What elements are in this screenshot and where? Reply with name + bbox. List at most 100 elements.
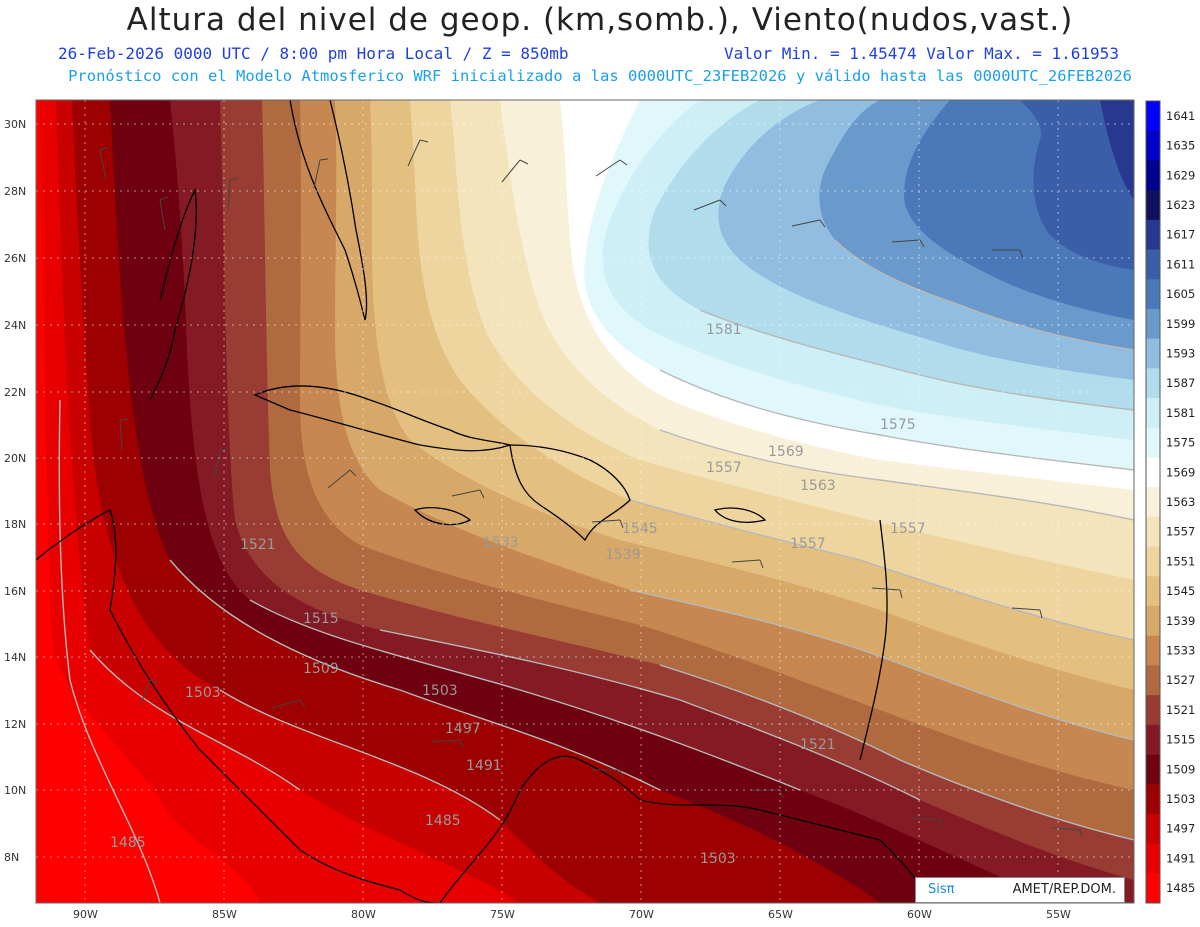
colorbar-label: 1491 (1166, 851, 1195, 865)
contour-labels: 1485 1485 1491 1497 1503 1503 1503 1509 … (110, 322, 926, 867)
colorbar-swatch (1146, 695, 1160, 726)
colorbar-label: 1569 (1166, 465, 1195, 479)
colorbar-swatch (1146, 546, 1160, 577)
colorbar-swatch (1146, 249, 1160, 280)
lat-label: 18N (4, 518, 26, 531)
contour-label: 1581 (706, 322, 742, 338)
colorbar-label: 1629 (1166, 168, 1195, 182)
contour-lines (58, 239, 1134, 903)
lon-label: 60W (907, 908, 932, 921)
contour-label: 1575 (880, 417, 916, 433)
colorbar-swatch (1146, 635, 1160, 666)
lon-label: 75W (490, 908, 515, 921)
brand-logo: Sisπ (928, 882, 955, 897)
value-range: Valor Min. = 1.45474 Valor Max. = 1.6195… (724, 44, 1119, 63)
colorbar-swatch (1146, 754, 1160, 785)
map-field: 1485 1485 1491 1497 1503 1503 1503 1509 … (36, 100, 1134, 903)
colorbar-swatch (1146, 338, 1160, 369)
lat-label: 16N (4, 585, 26, 598)
colorbar-frame (1145, 100, 1161, 904)
colorbar-label: 1485 (1166, 881, 1195, 895)
lat-axis: 30N 28N 26N 24N 22N 20N 18N 16N 14N 12N … (4, 118, 26, 864)
contour-label: 1497 (445, 721, 481, 737)
colorbar-label: 1539 (1166, 614, 1195, 628)
colorbar-swatch (1146, 427, 1160, 458)
colorbar-label: 1521 (1166, 703, 1195, 717)
colorbar-swatch (1146, 219, 1160, 251)
colorbar-label: 1581 (1166, 406, 1195, 420)
contour-label: 1533 (483, 535, 519, 551)
lon-label: 90W (73, 908, 98, 921)
model-info: Pronóstico con el Modelo Atmosferico WRF… (68, 67, 1132, 85)
lon-axis: 90W 85W 80W 75W 70W 65W 60W 55W (73, 908, 1071, 921)
colorbar-label: 1509 (1166, 762, 1195, 776)
valid-time: 26-Feb-2026 0000 UTC / 8:00 pm Hora Loca… (58, 44, 569, 63)
lat-label: 22N (4, 386, 26, 399)
contour-label: 1557 (790, 536, 826, 552)
lon-label: 55W (1046, 908, 1071, 921)
wind-barbs (99, 139, 1083, 839)
lat-label: 14N (4, 651, 26, 664)
colorbar-label: 1503 (1166, 792, 1195, 806)
contour-label: 1521 (800, 737, 836, 753)
colorbar-swatch (1146, 279, 1160, 310)
colorbar-swatch (1146, 665, 1160, 696)
colorbar-swatch (1146, 190, 1160, 221)
lat-label: 12N (4, 718, 26, 731)
colorbar-swatch (1146, 873, 1160, 904)
colorbar-label: 1605 (1166, 287, 1195, 301)
contour-label: 1545 (622, 521, 658, 537)
lat-label: 10N (4, 784, 26, 797)
colorbar-label: 1563 (1166, 495, 1195, 509)
colorbar-label: 1533 (1166, 644, 1195, 658)
graticule (36, 100, 1134, 903)
contour-label: 1521 (240, 537, 276, 553)
colorbar-label: 1635 (1166, 139, 1195, 153)
colorbar-swatch (1146, 398, 1160, 429)
contour-label: 1491 (466, 758, 502, 774)
lon-label: 85W (212, 908, 237, 921)
contour-label: 1503 (700, 851, 736, 867)
contour-label: 1563 (800, 478, 836, 494)
contour-label: 1515 (303, 611, 339, 627)
colorbar-label: 1527 (1166, 673, 1195, 687)
map-frame (35, 99, 1135, 904)
org-label: AMET/REP.DOM. (1012, 882, 1116, 897)
contour-label: 1557 (706, 460, 742, 476)
contour-label: 1503 (422, 683, 458, 699)
contour-label: 1557 (890, 521, 926, 537)
contour-label: 1539 (605, 547, 641, 563)
contour-label: 1503 (185, 685, 221, 701)
colorbar-swatch (1146, 784, 1160, 815)
colorbar-label: 1641 (1166, 109, 1195, 123)
colorbar-label: 1587 (1166, 376, 1195, 390)
colorbar-label: 1593 (1166, 346, 1195, 360)
contour-label: 1569 (768, 444, 804, 460)
colorbar: 1641 1635 1629 1623 1617 1611 1605 1599 1593 1587… (1145, 100, 1195, 904)
colorbar-swatch (1146, 813, 1160, 845)
colorbar-label: 1497 (1166, 822, 1195, 836)
lat-label: 8N (4, 851, 19, 864)
colorbar-swatch (1146, 605, 1160, 637)
colorbar-label: 1557 (1166, 525, 1195, 539)
colorbar-swatch (1146, 576, 1160, 607)
lon-label: 70W (629, 908, 654, 921)
colorbar-swatch (1146, 516, 1160, 548)
contour-label: 1509 (303, 661, 339, 677)
colorbar-swatch (1146, 308, 1160, 340)
colorbar-swatch (1146, 457, 1160, 488)
colorbar-swatch (1146, 160, 1160, 191)
lat-label: 26N (4, 252, 26, 265)
colorbar-swatch (1146, 487, 1160, 518)
colorbar-label: 1617 (1166, 228, 1195, 242)
lat-label: 30N (4, 118, 26, 131)
colorbar-swatch (1146, 130, 1160, 161)
lat-label: 28N (4, 185, 26, 198)
colorbar-label: 1551 (1166, 554, 1195, 568)
colorbar-label: 1599 (1166, 317, 1195, 331)
lon-label: 80W (351, 908, 376, 921)
brand-box: Sisπ AMET/REP.DOM. (915, 877, 1125, 903)
colorbar-swatch (1146, 843, 1160, 874)
lon-label: 65W (768, 908, 793, 921)
